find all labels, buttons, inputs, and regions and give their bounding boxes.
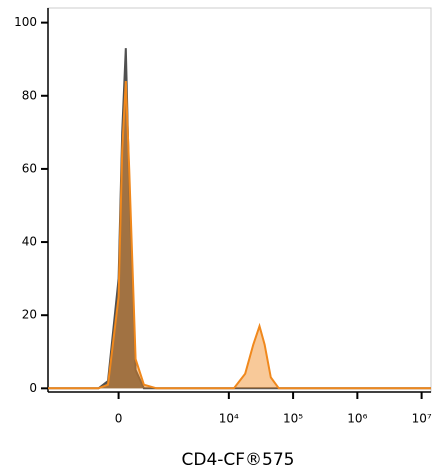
x-tick-label: 10⁴ (219, 412, 239, 426)
y-tick-label: 20 (22, 308, 37, 322)
y-tick-label: 0 (29, 381, 37, 395)
area-line (48, 81, 431, 390)
x-tick-label: 10⁵ (283, 412, 303, 426)
x-tick-label: 10⁷ (412, 412, 432, 426)
x-tick-label: 10⁶ (347, 412, 367, 426)
area-fill (48, 81, 431, 389)
y-tick-label: 80 (22, 88, 37, 102)
y-tick-label: 100 (14, 15, 37, 29)
area-line (48, 48, 431, 390)
y-tick-label: 40 (22, 235, 37, 249)
area-fill (48, 48, 431, 389)
x-axis-title: CD4-CF®575 (181, 450, 294, 470)
x-tick-label: 0 (115, 412, 123, 426)
y-tick-label: 60 (22, 161, 37, 175)
plot-frame (47, 7, 432, 393)
